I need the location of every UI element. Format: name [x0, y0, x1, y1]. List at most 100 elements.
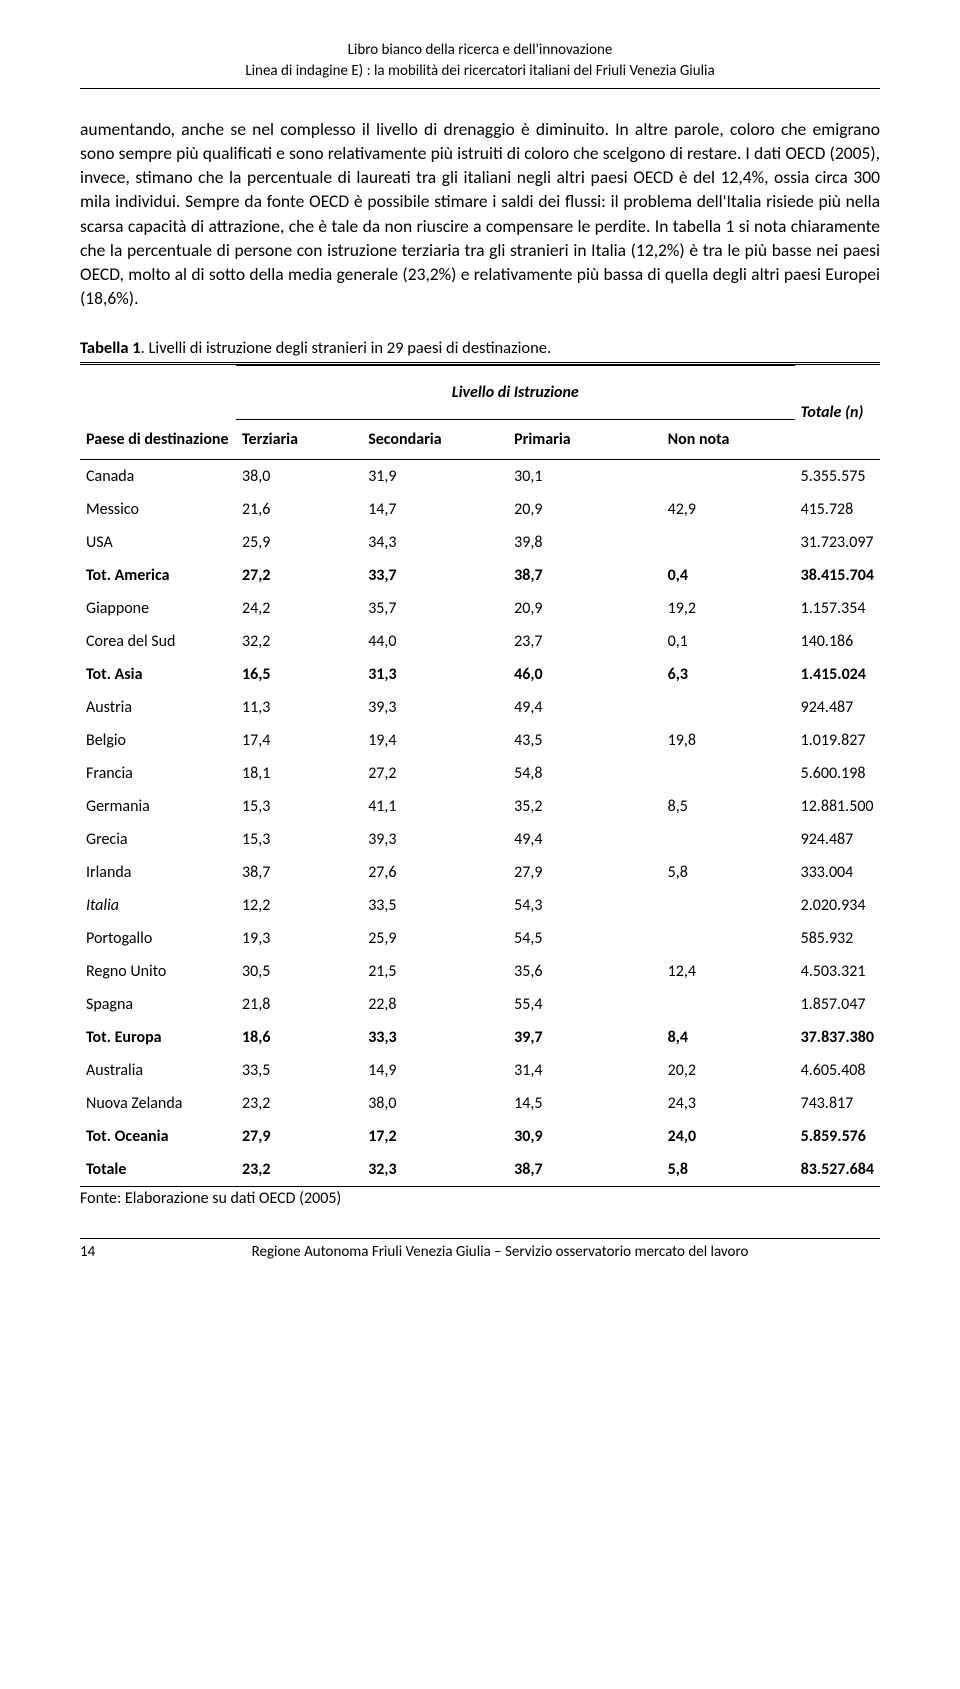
column-header-nonnota: Non nota — [662, 420, 795, 460]
page-number: 14 — [80, 1243, 120, 1261]
column-header-secondaria: Secondaria — [362, 420, 508, 460]
cell-primaria: 49,4 — [508, 823, 661, 856]
table-row: Messico21,614,720,942,9415.728 — [80, 493, 880, 526]
cell-totale: 924.487 — [795, 823, 880, 856]
page-footer: 14 Regione Autonoma Friuli Venezia Giuli… — [80, 1238, 880, 1261]
cell-totale: 1.157.354 — [795, 592, 880, 625]
cell-secondaria: 35,7 — [362, 592, 508, 625]
cell-primaria: 54,8 — [508, 757, 661, 790]
table-row: USA25,934,339,831.723.097 — [80, 526, 880, 559]
cell-primaria: 55,4 — [508, 988, 661, 1021]
cell-totale: 4.503.321 — [795, 955, 880, 988]
cell-nonnota: 0,4 — [662, 559, 795, 592]
cell-terziaria: 30,5 — [236, 955, 362, 988]
cell-totale: 4.605.408 — [795, 1054, 880, 1087]
cell-nonnota — [662, 460, 795, 494]
footer-text: Regione Autonoma Friuli Venezia Giulia –… — [120, 1243, 880, 1261]
cell-secondaria: 31,3 — [362, 658, 508, 691]
cell-totale: 1.415.024 — [795, 658, 880, 691]
cell-secondaria: 27,2 — [362, 757, 508, 790]
cell-secondaria: 33,7 — [362, 559, 508, 592]
cell-primaria: 39,7 — [508, 1021, 661, 1054]
cell-paese: Tot. Oceania — [80, 1120, 236, 1153]
cell-nonnota — [662, 889, 795, 922]
cell-secondaria: 33,3 — [362, 1021, 508, 1054]
cell-primaria: 38,7 — [508, 559, 661, 592]
table-row: Totale23,232,338,75,883.527.684 — [80, 1153, 880, 1186]
cell-nonnota — [662, 823, 795, 856]
cell-secondaria: 32,3 — [362, 1153, 508, 1186]
table-caption-text: . Livelli di istruzione degli stranieri … — [141, 338, 552, 358]
cell-secondaria: 41,1 — [362, 790, 508, 823]
cell-terziaria: 11,3 — [236, 691, 362, 724]
cell-paese: Francia — [80, 757, 236, 790]
cell-nonnota: 19,8 — [662, 724, 795, 757]
cell-nonnota: 5,8 — [662, 1153, 795, 1186]
table-row: Spagna21,822,855,41.857.047 — [80, 988, 880, 1021]
cell-nonnota: 8,4 — [662, 1021, 795, 1054]
cell-terziaria: 21,8 — [236, 988, 362, 1021]
cell-primaria: 54,3 — [508, 889, 661, 922]
cell-nonnota: 0,1 — [662, 625, 795, 658]
table-row: Grecia15,339,349,4924.487 — [80, 823, 880, 856]
cell-secondaria: 25,9 — [362, 922, 508, 955]
cell-secondaria: 14,9 — [362, 1054, 508, 1087]
cell-paese: Irlanda — [80, 856, 236, 889]
cell-primaria: 30,9 — [508, 1120, 661, 1153]
cell-primaria: 49,4 — [508, 691, 661, 724]
cell-totale: 5.859.576 — [795, 1120, 880, 1153]
cell-terziaria: 19,3 — [236, 922, 362, 955]
table-row: Austria11,339,349,4924.487 — [80, 691, 880, 724]
cell-primaria: 23,7 — [508, 625, 661, 658]
table-row: Irlanda38,727,627,95,8333.004 — [80, 856, 880, 889]
cell-primaria: 46,0 — [508, 658, 661, 691]
table-row: Francia18,127,254,85.600.198 — [80, 757, 880, 790]
cell-paese: Germania — [80, 790, 236, 823]
cell-primaria: 14,5 — [508, 1087, 661, 1120]
cell-paese: Australia — [80, 1054, 236, 1087]
cell-totale: 83.527.684 — [795, 1153, 880, 1186]
cell-totale: 38.415.704 — [795, 559, 880, 592]
cell-terziaria: 38,7 — [236, 856, 362, 889]
cell-totale: 5.355.575 — [795, 460, 880, 494]
cell-totale: 743.817 — [795, 1087, 880, 1120]
table-source: Fonte: Elaborazione su dati OECD (2005) — [80, 1189, 880, 1208]
cell-secondaria: 27,6 — [362, 856, 508, 889]
cell-primaria: 20,9 — [508, 493, 661, 526]
cell-primaria: 31,4 — [508, 1054, 661, 1087]
cell-terziaria: 23,2 — [236, 1087, 362, 1120]
cell-primaria: 35,2 — [508, 790, 661, 823]
table-row: Tot. Europa18,633,339,78,437.837.380 — [80, 1021, 880, 1054]
cell-primaria: 20,9 — [508, 592, 661, 625]
cell-terziaria: 27,9 — [236, 1120, 362, 1153]
header-line-1: Libro bianco della ricerca e dell'innova… — [80, 40, 880, 61]
header-divider — [80, 88, 880, 89]
table-row: Portogallo19,325,954,5585.932 — [80, 922, 880, 955]
cell-nonnota — [662, 526, 795, 559]
cell-nonnota — [662, 988, 795, 1021]
table-row: Tot. Asia16,531,346,06,31.415.024 — [80, 658, 880, 691]
cell-primaria: 38,7 — [508, 1153, 661, 1186]
cell-paese: Austria — [80, 691, 236, 724]
body-paragraph: aumentando, anche se nel complesso il li… — [80, 117, 880, 310]
cell-paese: Corea del Sud — [80, 625, 236, 658]
cell-primaria: 39,8 — [508, 526, 661, 559]
cell-totale: 1.019.827 — [795, 724, 880, 757]
cell-terziaria: 23,2 — [236, 1153, 362, 1186]
cell-paese: Italia — [80, 889, 236, 922]
cell-paese: Regno Unito — [80, 955, 236, 988]
cell-secondaria: 39,3 — [362, 823, 508, 856]
table-caption: Tabella 1. Livelli di istruzione degli s… — [80, 338, 880, 358]
cell-nonnota: 19,2 — [662, 592, 795, 625]
cell-nonnota: 12,4 — [662, 955, 795, 988]
cell-nonnota: 6,3 — [662, 658, 795, 691]
cell-terziaria: 17,4 — [236, 724, 362, 757]
cell-totale: 12.881.500 — [795, 790, 880, 823]
cell-terziaria: 18,1 — [236, 757, 362, 790]
cell-nonnota: 42,9 — [662, 493, 795, 526]
table-row: Nuova Zelanda23,238,014,524,3743.817 — [80, 1087, 880, 1120]
cell-terziaria: 33,5 — [236, 1054, 362, 1087]
cell-paese: Totale — [80, 1153, 236, 1186]
cell-terziaria: 27,2 — [236, 559, 362, 592]
cell-nonnota: 24,0 — [662, 1120, 795, 1153]
